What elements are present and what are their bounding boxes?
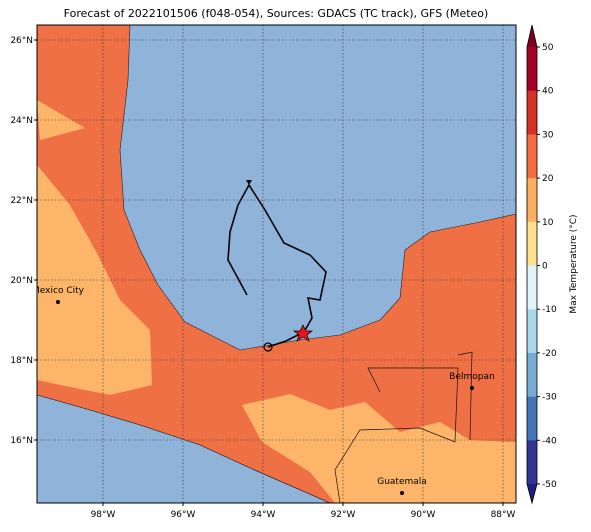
lat-label: 18°N bbox=[10, 356, 33, 366]
map-frame bbox=[36, 24, 517, 504]
colorbar-level bbox=[527, 309, 537, 354]
colorbar: 50 40 30 20 10 0 -10 -20 -30 -40 -50 bbox=[526, 24, 557, 505]
lon-label: 88°W bbox=[491, 510, 516, 520]
colorbar-tick-label: 0 bbox=[542, 262, 548, 272]
colorbar-level bbox=[527, 134, 537, 179]
map-area: Mexico City Belmopan Guatemala bbox=[32, 25, 516, 503]
colorbar-tick-label: -30 bbox=[542, 393, 557, 403]
lat-label: 20°N bbox=[10, 276, 33, 286]
border bbox=[457, 351, 473, 441]
pacific bbox=[37, 394, 331, 503]
lat-label: 16°N bbox=[10, 436, 33, 446]
colorbar-level bbox=[527, 178, 537, 223]
lat-label: 22°N bbox=[10, 196, 33, 206]
colorbar-extension bbox=[527, 25, 537, 47]
colorbar-tick-label: -50 bbox=[542, 480, 557, 490]
city-label: Belmopan bbox=[449, 372, 494, 382]
colorbar-tick-label: 20 bbox=[542, 174, 554, 184]
colorbar-level bbox=[527, 221, 537, 266]
border bbox=[334, 367, 459, 503]
colorbar-tick-label: 10 bbox=[542, 218, 554, 228]
storm-position bbox=[293, 324, 313, 342]
colorbar-level bbox=[527, 47, 537, 91]
colorbar-level bbox=[527, 90, 537, 135]
colorbar-level bbox=[527, 352, 537, 397]
city-dot bbox=[470, 386, 474, 390]
lat-label: 26°N bbox=[10, 36, 33, 46]
city-label: Mexico City bbox=[32, 286, 85, 296]
colorbar-tick-label: 40 bbox=[542, 87, 554, 97]
colorbar-extension bbox=[527, 484, 537, 503]
colorbar-level bbox=[527, 440, 537, 485]
colorbar-tick-label: -10 bbox=[542, 305, 557, 315]
lon-label: 96°W bbox=[171, 510, 196, 520]
colorbar-tick-label: 50 bbox=[542, 43, 554, 53]
city-dot bbox=[56, 300, 60, 304]
colorbar-tick-label: -40 bbox=[542, 436, 557, 446]
colorbar-tick-label: -20 bbox=[542, 349, 557, 359]
lon-label: 98°W bbox=[91, 510, 116, 520]
graticule bbox=[37, 25, 516, 503]
colorbar-level bbox=[527, 396, 537, 441]
lon-label: 94°W bbox=[251, 510, 276, 520]
colorbar-label: Max Temperature (°C) bbox=[569, 214, 579, 313]
track-marker bbox=[246, 180, 252, 185]
lon-label: 90°W bbox=[411, 510, 436, 520]
storm-track bbox=[227, 183, 327, 348]
warm-region bbox=[37, 100, 85, 140]
colorbar-level bbox=[527, 265, 537, 310]
colorbar-tick-label: 30 bbox=[542, 130, 554, 140]
warm-region bbox=[242, 394, 516, 503]
city-dot bbox=[400, 491, 404, 495]
lon-label: 92°W bbox=[331, 510, 356, 520]
city-label: Guatemala bbox=[377, 477, 427, 487]
lat-label: 24°N bbox=[10, 116, 33, 126]
track-start bbox=[263, 342, 273, 352]
map-title: Forecast of 2022101506 (f048-054), Sourc… bbox=[64, 7, 489, 20]
